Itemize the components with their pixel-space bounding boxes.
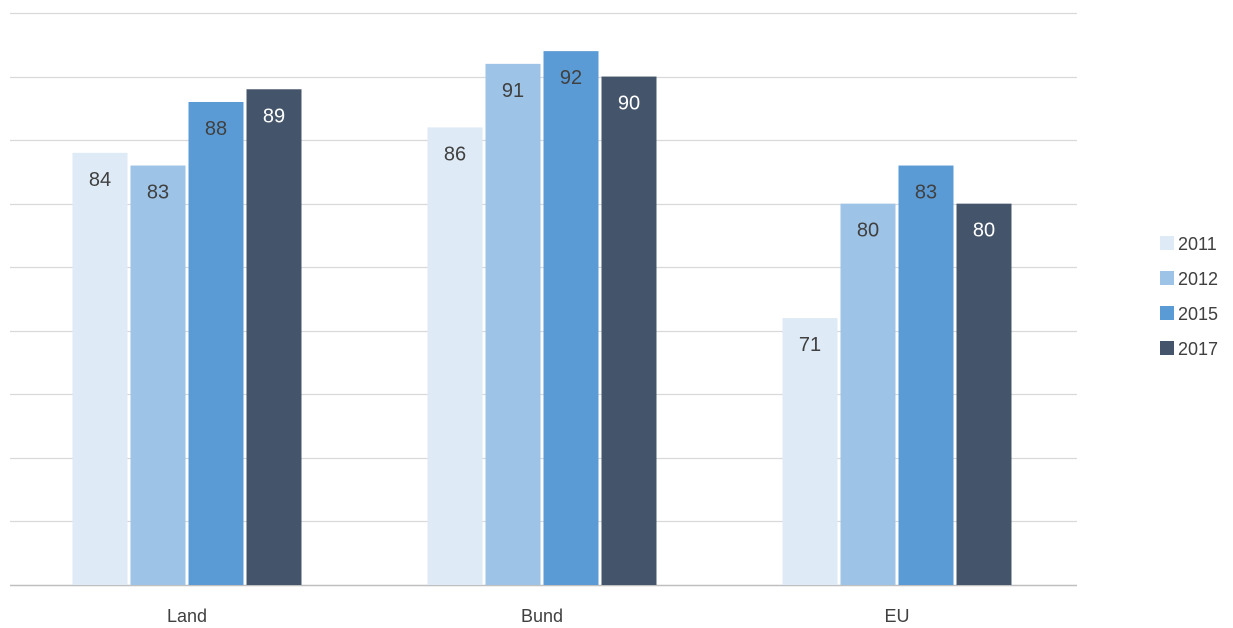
data-labels: 84 83 88 89 86 91 92 90 71 80 83 80: [89, 67, 995, 356]
bar-eu-2012: [840, 203, 896, 585]
data-label-eu-2011: 71: [799, 334, 821, 356]
bar-eu-2015: [898, 165, 954, 586]
bar-bund-2011: [427, 127, 483, 586]
data-label-bund-2015: 92: [560, 67, 582, 89]
bar-eu-2011: [782, 318, 838, 585]
category-label-bund: Bund: [521, 606, 563, 626]
legend-label-2015: 2015: [1178, 304, 1218, 324]
legend-swatch-2011: [1160, 236, 1174, 250]
data-label-eu-2015: 83: [915, 182, 937, 204]
legend-swatch-2017: [1160, 341, 1174, 355]
data-label-land-2011: 84: [89, 169, 111, 191]
legend-label-2012: 2012: [1178, 269, 1218, 289]
data-label-eu-2017: 80: [973, 220, 995, 242]
legend-label-2017: 2017: [1178, 339, 1218, 359]
bar-bund-2015: [543, 51, 599, 585]
data-label-bund-2011: 86: [444, 143, 466, 165]
bar-land-2015: [188, 101, 244, 585]
bars: [72, 51, 1012, 586]
bar-bund-2012: [485, 63, 541, 586]
legend: 2011 2012 2015 2017: [1160, 234, 1218, 359]
bar-land-2011: [72, 152, 128, 586]
data-label-land-2015: 88: [205, 118, 227, 140]
data-label-bund-2012: 91: [502, 80, 524, 102]
bar-land-2012: [130, 165, 186, 586]
legend-swatch-2012: [1160, 271, 1174, 285]
bar-bund-2017: [601, 76, 657, 586]
data-label-eu-2012: 80: [857, 220, 879, 242]
bar-land-2017: [246, 89, 302, 586]
category-label-land: Land: [167, 606, 207, 626]
data-label-land-2012: 83: [147, 182, 169, 204]
bar-eu-2017: [956, 203, 1012, 585]
legend-label-2011: 2011: [1178, 234, 1217, 254]
category-label-eu: EU: [884, 606, 909, 626]
data-label-land-2017: 89: [263, 105, 285, 127]
legend-swatch-2015: [1160, 306, 1174, 320]
category-labels: Land Bund EU: [167, 606, 910, 626]
data-label-bund-2017: 90: [618, 93, 640, 115]
